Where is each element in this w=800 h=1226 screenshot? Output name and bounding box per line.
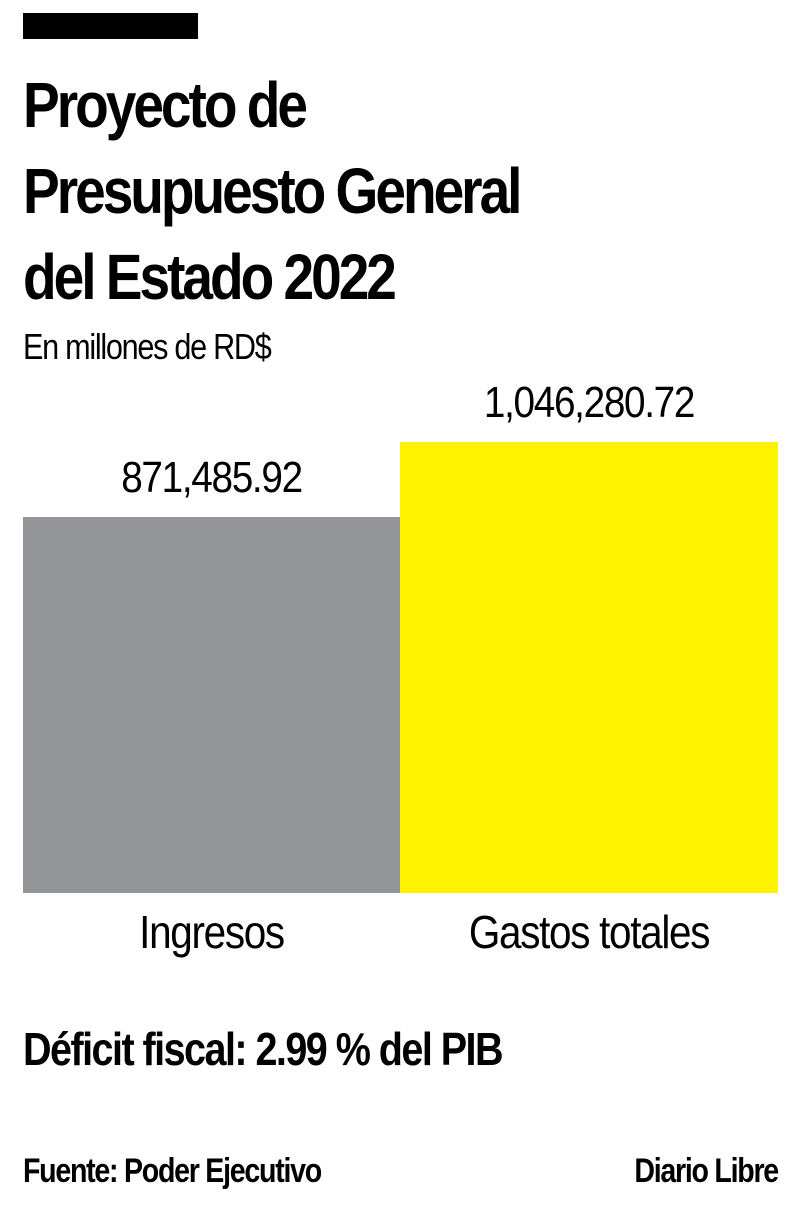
category-label-gastos-totales: Gastos totales <box>468 906 711 958</box>
chart-title: Proyecto de Presupuesto General del Esta… <box>23 62 677 320</box>
header-accent-bar <box>23 13 198 39</box>
title-line-1: Proyecto de <box>23 69 308 141</box>
publisher-brand: Diario Libre <box>634 1152 779 1190</box>
category-label-ingresos: Ingresos <box>139 906 285 958</box>
chart-subtitle: En millones de RD$ <box>23 326 272 367</box>
deficit-note: Déficit fiscal: 2.99 % del PIB <box>23 1023 504 1075</box>
bar-gastos-totales <box>400 442 778 893</box>
bar-chart: 871,485.92 1,046,280.72 <box>23 378 778 893</box>
title-line-3: del Estado 2022 <box>23 241 397 313</box>
value-label-gastos-totales: 1,046,280.72 <box>483 378 696 427</box>
value-label-ingresos: 871,485.92 <box>121 453 303 502</box>
source-credit: Fuente: Poder Ejecutivo <box>23 1152 322 1190</box>
bar-ingresos <box>23 517 400 893</box>
title-line-2: Presupuesto General <box>23 155 522 227</box>
